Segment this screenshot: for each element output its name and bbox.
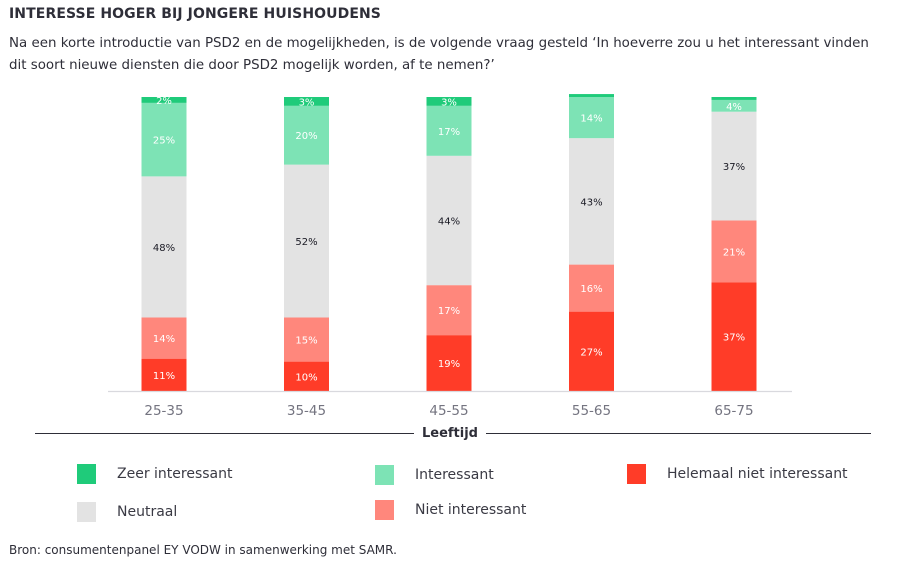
bar-segment <box>141 102 187 177</box>
bar-value-label: 17% <box>438 306 460 317</box>
bar-value-label: 11% <box>153 371 175 382</box>
bar-segment <box>141 358 187 391</box>
bar-segment <box>426 155 472 286</box>
legend-swatch <box>77 464 96 484</box>
bar-value-label: 17% <box>438 127 460 138</box>
bar-value-label: 25% <box>153 136 175 147</box>
legend-swatch <box>375 500 394 520</box>
x-tick-label: 35-45 <box>287 403 326 419</box>
legend-label: Helemaal niet interessant <box>667 466 848 482</box>
bar-value-label: 48% <box>153 243 175 254</box>
bar-value-label: 21% <box>723 247 745 258</box>
bar-value-label: 37% <box>723 333 745 344</box>
x-tick-label: 25-35 <box>144 403 183 419</box>
bar-segment <box>569 138 614 265</box>
bar-value-label: 44% <box>438 216 460 227</box>
bar-value-label: 15% <box>295 336 317 347</box>
x-tick-label: 45-55 <box>429 403 468 419</box>
bars-group: 11% 14% 48% 25% 2% 10% 15% 52% 20% 3% 19% 17% 44% 17%… <box>141 94 757 391</box>
legend-label: Zeer interessant <box>117 466 233 482</box>
bar-value-label: 16% <box>580 284 602 295</box>
legend-item-neutraal: Neutraal <box>77 502 177 522</box>
chart-title: INTERESSE HOGER BIJ JONGERE HUISHOUDENS <box>9 6 381 22</box>
x-tick-label: 65-75 <box>714 403 753 419</box>
bar-segment <box>711 99 757 112</box>
source-note: Bron: consumentenpanel EY VODW in samenw… <box>9 543 397 557</box>
bar-segment <box>141 176 187 318</box>
bar-segment <box>426 335 472 391</box>
x-axis-title-wrap: Leeftijd <box>0 426 900 441</box>
bar-segment <box>711 282 757 391</box>
bar-value-label: 10% <box>295 372 317 383</box>
bar-segment <box>569 311 614 391</box>
bar-segment <box>711 97 757 100</box>
legend-item-interessant: Interessant <box>375 465 494 485</box>
bar-value-label: 14% <box>580 114 602 125</box>
bar-segment <box>569 97 614 139</box>
legend-item-zeer-interessant: Zeer interessant <box>77 464 232 484</box>
bar-value-label: 52% <box>295 237 317 248</box>
chart-subtitle: Na een korte introductie van PSD2 en de … <box>9 36 869 73</box>
bar-segment <box>426 97 472 106</box>
bar-segment <box>426 105 472 156</box>
legend-item-niet-interessant: Niet interessant <box>375 500 526 520</box>
x-tick-labels: 25-35 35-45 45-55 55-65 65-75 <box>144 403 753 419</box>
bar-segment <box>284 97 329 106</box>
x-tick-label: 55-65 <box>572 403 611 419</box>
legend-swatch <box>375 465 394 485</box>
legend-label: Niet interessant <box>415 502 527 518</box>
bar-segment <box>284 317 329 362</box>
bar-segment <box>569 264 614 312</box>
bar-value-label: 19% <box>438 359 460 370</box>
bar-value-label: 20% <box>295 131 317 142</box>
bar-segment <box>284 105 329 165</box>
bar-segment <box>426 285 472 336</box>
bar-segment <box>141 317 187 359</box>
bar-value-label: 2% <box>156 96 172 107</box>
bar-segment <box>711 220 757 283</box>
bar-segment <box>711 111 757 221</box>
legend-swatch <box>627 464 646 484</box>
bar-value-label: 4% <box>726 102 742 113</box>
legend-item-helemaal-niet-interessant: Helemaal niet interessant <box>627 464 848 484</box>
bar-segment <box>569 94 614 97</box>
legend-label: Neutraal <box>117 504 178 520</box>
bar-value-label: 37% <box>723 162 745 173</box>
bar-segment <box>284 164 329 318</box>
bar-segment <box>284 361 329 391</box>
stacked-bar-chart: 11% 14% 48% 25% 2% 10% 15% 52% 20% 3% 19% 17% 44% 17%… <box>108 94 792 419</box>
bar-value-label: 3% <box>441 97 457 108</box>
bar-value-label: 27% <box>580 347 602 358</box>
bar-value-label: 3% <box>299 97 315 108</box>
bar-value-label: 14% <box>153 334 175 345</box>
bar-segment <box>141 97 187 103</box>
x-axis-title: Leeftijd <box>413 426 486 441</box>
legend-swatch <box>77 502 96 522</box>
legend-label: Interessant <box>415 467 494 483</box>
bar-value-label: 43% <box>580 197 602 208</box>
